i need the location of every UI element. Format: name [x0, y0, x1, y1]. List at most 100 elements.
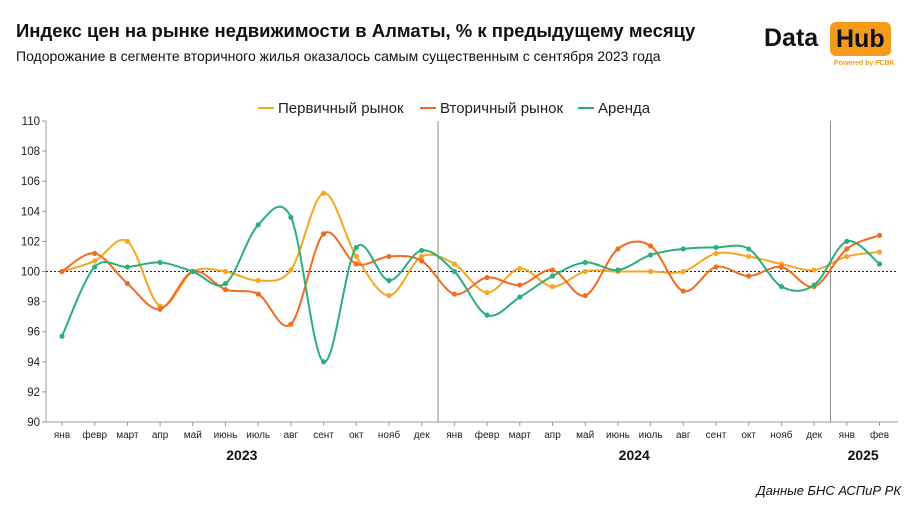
data-point-series-2 — [92, 250, 98, 257]
data-source-note: Данные БНС АСПиР РК — [756, 483, 901, 498]
y-tick-label: 102 — [21, 236, 40, 248]
y-tick-label: 90 — [27, 417, 40, 429]
data-point-series-3 — [844, 238, 850, 244]
data-point-series-2 — [288, 321, 294, 327]
data-point-series-2 — [876, 232, 883, 238]
data-point-series-2 — [517, 282, 523, 288]
data-point-series-2 — [222, 286, 229, 293]
data-point-series-2 — [648, 243, 654, 249]
data-point-series-3 — [582, 259, 588, 266]
data-point-series-2 — [484, 274, 490, 281]
x-tick-label: май — [184, 430, 202, 441]
data-point-series-1 — [844, 253, 850, 260]
data-point-series-3 — [386, 277, 392, 284]
data-point-series-3 — [419, 247, 425, 254]
y-tick-label: 106 — [21, 176, 40, 188]
data-point-series-3 — [713, 244, 719, 251]
y-tick-label: 110 — [22, 116, 40, 128]
data-point-series-1 — [713, 250, 719, 257]
data-point-series-3 — [680, 246, 686, 252]
x-tick-label: сент — [313, 430, 334, 441]
data-point-series-2 — [255, 291, 261, 297]
x-tick-label: июль — [246, 430, 270, 441]
data-point-series-3 — [648, 252, 654, 258]
x-tick-label: февр — [82, 429, 107, 441]
y-tick-label: 100 — [21, 267, 40, 279]
data-point-series-2 — [713, 264, 719, 270]
data-point-series-1 — [680, 268, 686, 275]
data-point-series-1 — [517, 265, 523, 272]
data-point-series-2 — [419, 258, 425, 264]
x-tick-label: авг — [676, 430, 691, 441]
x-tick-label: март — [116, 430, 139, 441]
series-line-1 — [61, 192, 880, 308]
data-point-series-2 — [451, 291, 457, 297]
data-point-series-3 — [451, 268, 457, 275]
data-point-series-1 — [549, 283, 556, 290]
x-tick-label: июль — [639, 430, 663, 441]
x-tick-label: нояб — [378, 429, 400, 441]
year-label: 2023 — [226, 447, 257, 463]
y-tick-label: 108 — [21, 146, 40, 158]
x-tick-label: апр — [152, 430, 169, 441]
data-point-series-3 — [353, 244, 359, 251]
data-point-series-3 — [549, 273, 556, 279]
x-tick-label: нояб — [770, 429, 792, 441]
data-point-series-2 — [353, 261, 359, 267]
data-point-series-1 — [746, 253, 752, 260]
series-points — [59, 190, 883, 365]
legend-item: Вторичный рынок — [420, 100, 563, 117]
series-line-2 — [61, 231, 880, 328]
data-point-series-1 — [451, 261, 457, 267]
chart-legend: Первичный рынок Вторичный рынок Аренда — [258, 100, 651, 117]
x-tick-label: февр — [475, 429, 500, 441]
series-lines — [61, 192, 881, 363]
data-point-series-1 — [92, 258, 98, 264]
y-tick-label: 104 — [21, 206, 41, 218]
x-tick-label: дек — [414, 430, 430, 441]
data-point-series-2 — [582, 292, 588, 299]
year-label: 2024 — [619, 447, 650, 463]
data-point-series-2 — [615, 246, 621, 252]
logo-text-hub: Hub — [830, 22, 891, 56]
x-tick-label: май — [576, 430, 594, 441]
data-point-series-3 — [615, 267, 621, 273]
logo-text-data: Data — [764, 24, 819, 52]
x-tick-label: янв — [446, 430, 462, 441]
data-point-series-3 — [59, 333, 65, 339]
data-point-series-2 — [746, 273, 752, 279]
data-point-series-1 — [321, 190, 327, 196]
y-tick-label: 96 — [27, 327, 40, 339]
data-point-series-3 — [484, 312, 490, 318]
data-point-series-1 — [124, 238, 130, 244]
data-point-series-1 — [353, 253, 359, 260]
x-tick-label: окт — [741, 430, 756, 441]
chart-subtitle: Подорожание в сегменте вторичного жилья … — [16, 48, 661, 64]
data-point-series-3 — [222, 280, 229, 287]
data-point-series-2 — [778, 264, 785, 270]
data-point-series-1 — [876, 249, 883, 255]
x-tick-label: авг — [284, 430, 299, 441]
data-point-series-2 — [157, 306, 163, 312]
year-label: 2025 — [848, 447, 879, 463]
y-tick-label: 94 — [27, 357, 40, 369]
data-point-series-3 — [876, 261, 883, 267]
data-point-series-2 — [549, 267, 556, 273]
data-point-series-1 — [484, 289, 490, 296]
legend-label: Первичный рынок — [278, 100, 404, 117]
x-tick-label: сент — [706, 430, 727, 441]
data-point-series-1 — [419, 253, 425, 260]
data-point-series-1 — [386, 292, 392, 299]
x-tick-label: фев — [870, 429, 889, 441]
x-tick-label: янв — [839, 430, 855, 441]
data-point-series-1 — [582, 268, 588, 275]
data-point-series-1 — [648, 268, 654, 275]
x-tick-label: апр — [544, 430, 561, 441]
x-tick-label: янв — [54, 430, 70, 441]
data-point-series-3 — [321, 359, 327, 365]
legend-item: Аренда — [578, 100, 651, 117]
x-tick-label: июнь — [214, 430, 238, 441]
data-point-series-3 — [811, 282, 817, 288]
data-point-series-3 — [190, 268, 196, 275]
